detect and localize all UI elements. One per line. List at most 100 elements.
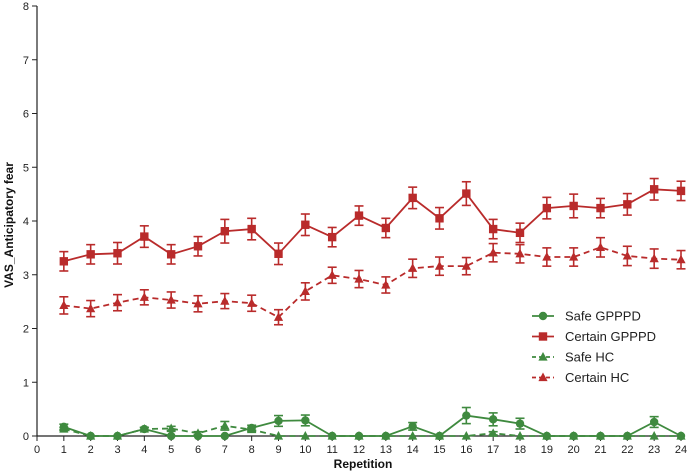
data-point xyxy=(301,416,310,425)
data-point xyxy=(381,223,391,233)
data-point xyxy=(461,431,471,440)
data-point xyxy=(462,411,471,420)
x-tick-label: 12 xyxy=(353,444,365,456)
legend-marker xyxy=(538,372,548,382)
x-tick-label: 13 xyxy=(380,444,392,456)
legend-marker xyxy=(538,332,548,341)
y-tick-label: 3 xyxy=(23,270,29,282)
data-point xyxy=(193,428,203,437)
data-point xyxy=(542,252,552,261)
x-tick-label: 11 xyxy=(326,444,337,456)
series-line xyxy=(63,424,681,437)
data-point xyxy=(408,422,417,431)
data-point xyxy=(86,303,96,313)
data-point xyxy=(354,431,364,440)
data-point xyxy=(86,431,96,440)
y-tick-label: 8 xyxy=(23,1,29,13)
data-point xyxy=(193,242,203,251)
y-tick-label: 1 xyxy=(23,377,29,389)
series-certain-hc xyxy=(59,236,686,326)
data-point xyxy=(327,431,337,440)
data-point xyxy=(515,248,525,258)
data-point xyxy=(86,250,95,259)
series-layer xyxy=(59,177,686,441)
x-tick-label: 7 xyxy=(222,444,228,456)
x-tick-label: 14 xyxy=(407,444,419,456)
data-point xyxy=(462,189,471,198)
data-point xyxy=(649,431,659,440)
data-point xyxy=(112,297,123,307)
x-axis-title: Repetition xyxy=(334,457,393,471)
x-tick-label: 8 xyxy=(249,444,255,456)
y-axis-title: VAS_Anticipatory fear xyxy=(2,162,16,288)
data-point xyxy=(649,417,659,427)
series-line xyxy=(63,246,682,319)
x-tick-label: 2 xyxy=(88,444,94,456)
data-point xyxy=(247,224,256,234)
data-point xyxy=(274,249,283,258)
data-point xyxy=(274,416,283,426)
data-point xyxy=(569,201,578,211)
data-point xyxy=(327,232,337,242)
legend-label: Safe HC xyxy=(565,350,614,365)
y-tick-label: 7 xyxy=(23,55,29,67)
legend-label: Certain GPPPD xyxy=(565,329,656,344)
x-tick-label: 10 xyxy=(299,444,311,456)
data-point xyxy=(327,270,337,279)
data-point xyxy=(408,193,417,203)
data-point xyxy=(381,279,391,289)
data-point xyxy=(300,286,310,296)
x-tick-label: 4 xyxy=(141,444,147,456)
x-tick-label: 6 xyxy=(195,444,201,456)
data-point xyxy=(622,250,632,260)
x-tick-label: 3 xyxy=(114,444,120,456)
data-point xyxy=(273,431,284,440)
data-point xyxy=(220,431,230,441)
legend-item: Certain HC xyxy=(532,370,629,385)
data-point xyxy=(649,253,659,263)
series-certain-gpppd xyxy=(59,177,686,272)
legend-label: Certain HC xyxy=(565,370,629,385)
data-point xyxy=(139,424,149,433)
legend-item: Certain GPPPD xyxy=(532,329,656,344)
y-tick-label: 6 xyxy=(23,109,29,121)
data-point xyxy=(59,257,69,266)
data-point xyxy=(569,252,579,261)
data-point xyxy=(515,419,525,428)
data-point xyxy=(193,298,203,308)
data-point xyxy=(166,431,176,441)
data-point xyxy=(408,431,418,440)
data-point xyxy=(596,203,605,213)
data-point xyxy=(140,232,149,241)
data-point xyxy=(569,431,579,440)
data-point xyxy=(622,431,632,440)
data-point xyxy=(113,249,122,258)
data-point xyxy=(676,431,686,440)
x-tick-label: 22 xyxy=(621,444,633,456)
x-tick-label: 15 xyxy=(433,444,445,456)
data-point xyxy=(166,250,176,259)
data-point xyxy=(247,424,257,434)
x-tick-label: 24 xyxy=(675,444,687,456)
data-point xyxy=(408,263,418,272)
y-tick-label: 4 xyxy=(23,216,29,228)
data-point xyxy=(381,431,391,440)
x-tick-label: 18 xyxy=(514,444,526,456)
data-point xyxy=(59,424,69,433)
series-line xyxy=(63,414,682,438)
data-point xyxy=(488,415,498,424)
x-tick-label: 19 xyxy=(541,444,553,456)
data-point xyxy=(220,296,230,305)
data-point xyxy=(488,224,498,234)
data-point xyxy=(112,431,123,440)
data-point xyxy=(220,420,230,430)
data-point xyxy=(595,431,606,440)
x-tick-label: 16 xyxy=(460,444,472,456)
legend-label: Safe GPPPD xyxy=(565,309,641,324)
y-tick-label: 0 xyxy=(23,431,29,443)
data-point xyxy=(434,431,445,440)
data-point xyxy=(542,431,552,440)
